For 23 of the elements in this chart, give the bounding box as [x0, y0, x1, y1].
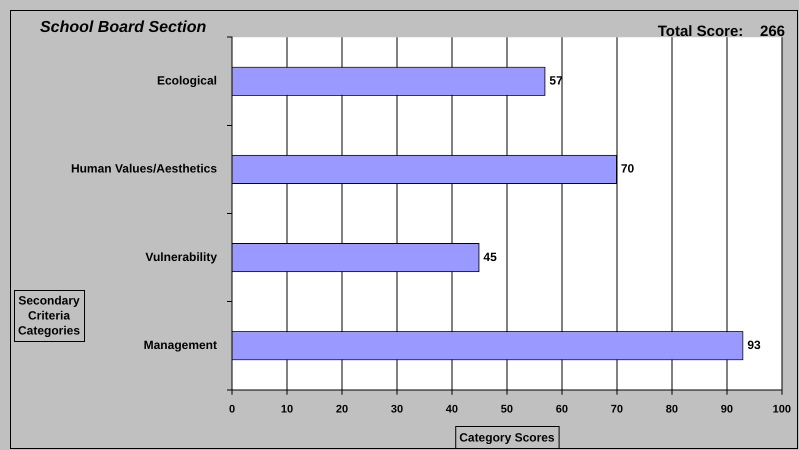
y-axis-title: Secondary Criteria Categories — [18, 293, 80, 338]
data-label: 70 — [620, 162, 635, 176]
data-label: 57 — [549, 74, 564, 88]
data-label: 45 — [483, 250, 498, 264]
x-tick-label: 0 — [228, 403, 236, 416]
x-tick-label: 10 — [280, 403, 294, 416]
data-label: 93 — [747, 338, 762, 352]
x-tick-label: 40 — [446, 403, 458, 416]
x-tick-label: 60 — [556, 403, 568, 416]
x-tick-label: 20 — [336, 403, 348, 416]
x-tick-label: 90 — [720, 403, 733, 416]
chart-title: School Board Section — [40, 19, 206, 36]
x-tick-label: 30 — [390, 403, 404, 416]
y-tick-label: Ecological — [156, 74, 217, 88]
y-tick-label: Vulnerability — [145, 250, 218, 264]
annotation: Total Score: 266 — [658, 23, 785, 40]
x-tick-label: 100 — [772, 403, 792, 416]
x-axis-title: Category Scores — [459, 430, 555, 444]
y-tick-label: Management — [144, 338, 217, 352]
x-tick-label: 50 — [500, 403, 514, 416]
x-tick-label: 80 — [666, 403, 678, 416]
y-tick-label: Human Values/Aesthetics — [70, 162, 218, 176]
x-tick-label: 70 — [610, 403, 623, 416]
